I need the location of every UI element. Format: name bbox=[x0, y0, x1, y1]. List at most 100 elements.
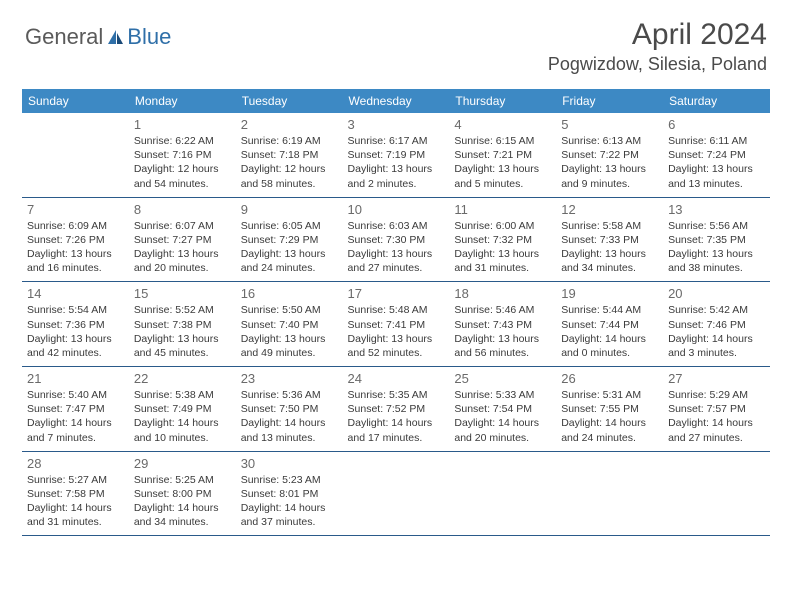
calendar-body: 1 Sunrise: 6:22 AMSunset: 7:16 PMDaylight… bbox=[22, 113, 770, 536]
calendar-cell: 4 Sunrise: 6:15 AMSunset: 7:21 PMDaylight… bbox=[449, 113, 556, 197]
calendar-row: 21 Sunrise: 5:40 AMSunset: 7:47 PMDayligh… bbox=[22, 367, 770, 452]
day-info: Sunrise: 6:11 AMSunset: 7:24 PMDaylight:… bbox=[668, 134, 765, 191]
day-info: Sunrise: 6:15 AMSunset: 7:21 PMDaylight:… bbox=[454, 134, 551, 191]
day-number: 22 bbox=[134, 371, 231, 386]
calendar-cell: 29 Sunrise: 5:25 AMSunset: 8:00 PMDayligh… bbox=[129, 451, 236, 536]
logo-sail-icon bbox=[107, 29, 125, 45]
calendar-cell: 19 Sunrise: 5:44 AMSunset: 7:44 PMDayligh… bbox=[556, 282, 663, 367]
weekday-header-row: Sunday Monday Tuesday Wednesday Thursday… bbox=[22, 89, 770, 113]
day-info: Sunrise: 5:54 AMSunset: 7:36 PMDaylight:… bbox=[27, 303, 124, 360]
day-number: 19 bbox=[561, 286, 658, 301]
day-info: Sunrise: 5:33 AMSunset: 7:54 PMDaylight:… bbox=[454, 388, 551, 445]
day-info: Sunrise: 5:48 AMSunset: 7:41 PMDaylight:… bbox=[348, 303, 445, 360]
day-number: 10 bbox=[348, 202, 445, 217]
calendar-row: 28 Sunrise: 5:27 AMSunset: 7:58 PMDayligh… bbox=[22, 451, 770, 536]
day-number: 16 bbox=[241, 286, 338, 301]
day-number: 20 bbox=[668, 286, 765, 301]
calendar: Sunday Monday Tuesday Wednesday Thursday… bbox=[22, 89, 770, 536]
day-number: 29 bbox=[134, 456, 231, 471]
day-info: Sunrise: 5:31 AMSunset: 7:55 PMDaylight:… bbox=[561, 388, 658, 445]
calendar-cell: 20 Sunrise: 5:42 AMSunset: 7:46 PMDayligh… bbox=[663, 282, 770, 367]
weekday-thu: Thursday bbox=[449, 89, 556, 113]
day-info: Sunrise: 5:27 AMSunset: 7:58 PMDaylight:… bbox=[27, 473, 124, 530]
day-number: 15 bbox=[134, 286, 231, 301]
weekday-sat: Saturday bbox=[663, 89, 770, 113]
day-info: Sunrise: 5:44 AMSunset: 7:44 PMDaylight:… bbox=[561, 303, 658, 360]
day-info: Sunrise: 6:00 AMSunset: 7:32 PMDaylight:… bbox=[454, 219, 551, 276]
day-number: 9 bbox=[241, 202, 338, 217]
logo-text-general: General bbox=[25, 24, 103, 50]
calendar-row: 14 Sunrise: 5:54 AMSunset: 7:36 PMDayligh… bbox=[22, 282, 770, 367]
calendar-row: 1 Sunrise: 6:22 AMSunset: 7:16 PMDaylight… bbox=[22, 113, 770, 197]
day-info: Sunrise: 5:29 AMSunset: 7:57 PMDaylight:… bbox=[668, 388, 765, 445]
day-number: 6 bbox=[668, 117, 765, 132]
calendar-cell: 14 Sunrise: 5:54 AMSunset: 7:36 PMDayligh… bbox=[22, 282, 129, 367]
day-number: 13 bbox=[668, 202, 765, 217]
day-info: Sunrise: 6:22 AMSunset: 7:16 PMDaylight:… bbox=[134, 134, 231, 191]
day-number: 3 bbox=[348, 117, 445, 132]
weekday-mon: Monday bbox=[129, 89, 236, 113]
day-info: Sunrise: 5:42 AMSunset: 7:46 PMDaylight:… bbox=[668, 303, 765, 360]
calendar-cell: 30Sunrise: 5:23 AMSunset: 8:01 PMDayligh… bbox=[236, 451, 343, 536]
day-number: 8 bbox=[134, 202, 231, 217]
calendar-cell: 15 Sunrise: 5:52 AMSunset: 7:38 PMDayligh… bbox=[129, 282, 236, 367]
day-number: 7 bbox=[27, 202, 124, 217]
calendar-cell: 17Sunrise: 5:48 AMSunset: 7:41 PMDayligh… bbox=[343, 282, 450, 367]
calendar-cell: 6 Sunrise: 6:11 AMSunset: 7:24 PMDaylight… bbox=[663, 113, 770, 197]
day-info: Sunrise: 6:07 AMSunset: 7:27 PMDaylight:… bbox=[134, 219, 231, 276]
calendar-cell bbox=[556, 451, 663, 536]
day-info: Sunrise: 5:40 AMSunset: 7:47 PMDaylight:… bbox=[27, 388, 124, 445]
calendar-cell: 9Sunrise: 6:05 AMSunset: 7:29 PMDaylight… bbox=[236, 197, 343, 282]
weekday-sun: Sunday bbox=[22, 89, 129, 113]
day-info: Sunrise: 6:03 AMSunset: 7:30 PMDaylight:… bbox=[348, 219, 445, 276]
day-info: Sunrise: 5:23 AMSunset: 8:01 PMDaylight:… bbox=[241, 473, 338, 530]
location: Pogwizdow, Silesia, Poland bbox=[548, 54, 767, 75]
day-number: 4 bbox=[454, 117, 551, 132]
calendar-cell: 23Sunrise: 5:36 AMSunset: 7:50 PMDayligh… bbox=[236, 367, 343, 452]
calendar-cell: 13 Sunrise: 5:56 AMSunset: 7:35 PMDayligh… bbox=[663, 197, 770, 282]
weekday-tue: Tuesday bbox=[236, 89, 343, 113]
calendar-cell bbox=[449, 451, 556, 536]
day-number: 14 bbox=[27, 286, 124, 301]
day-number: 1 bbox=[134, 117, 231, 132]
day-info: Sunrise: 5:25 AMSunset: 8:00 PMDaylight:… bbox=[134, 473, 231, 530]
title-block: April 2024 Pogwizdow, Silesia, Poland bbox=[548, 18, 767, 75]
day-number: 5 bbox=[561, 117, 658, 132]
day-info: Sunrise: 5:52 AMSunset: 7:38 PMDaylight:… bbox=[134, 303, 231, 360]
calendar-cell: 3 Sunrise: 6:17 AMSunset: 7:19 PMDaylight… bbox=[343, 113, 450, 197]
calendar-cell: 7 Sunrise: 6:09 AMSunset: 7:26 PMDaylight… bbox=[22, 197, 129, 282]
weekday-wed: Wednesday bbox=[343, 89, 450, 113]
day-number: 28 bbox=[27, 456, 124, 471]
calendar-cell: 26Sunrise: 5:31 AMSunset: 7:55 PMDayligh… bbox=[556, 367, 663, 452]
calendar-cell: 2 Sunrise: 6:19 AMSunset: 7:18 PMDaylight… bbox=[236, 113, 343, 197]
day-number: 24 bbox=[348, 371, 445, 386]
day-info: Sunrise: 5:56 AMSunset: 7:35 PMDaylight:… bbox=[668, 219, 765, 276]
calendar-cell: 27 Sunrise: 5:29 AMSunset: 7:57 PMDayligh… bbox=[663, 367, 770, 452]
day-info: Sunrise: 5:36 AMSunset: 7:50 PMDaylight:… bbox=[241, 388, 338, 445]
day-info: Sunrise: 5:38 AMSunset: 7:49 PMDaylight:… bbox=[134, 388, 231, 445]
day-info: Sunrise: 5:35 AMSunset: 7:52 PMDaylight:… bbox=[348, 388, 445, 445]
calendar-cell: 18 Sunrise: 5:46 AMSunset: 7:43 PMDayligh… bbox=[449, 282, 556, 367]
calendar-cell: 5 Sunrise: 6:13 AMSunset: 7:22 PMDaylight… bbox=[556, 113, 663, 197]
calendar-cell: 22 Sunrise: 5:38 AMSunset: 7:49 PMDayligh… bbox=[129, 367, 236, 452]
day-info: Sunrise: 5:58 AMSunset: 7:33 PMDaylight:… bbox=[561, 219, 658, 276]
day-number: 2 bbox=[241, 117, 338, 132]
day-number: 12 bbox=[561, 202, 658, 217]
day-number: 27 bbox=[668, 371, 765, 386]
day-number: 21 bbox=[27, 371, 124, 386]
day-info: Sunrise: 5:46 AMSunset: 7:43 PMDaylight:… bbox=[454, 303, 551, 360]
calendar-cell bbox=[663, 451, 770, 536]
day-info: Sunrise: 6:17 AMSunset: 7:19 PMDaylight:… bbox=[348, 134, 445, 191]
calendar-cell: 25 Sunrise: 5:33 AMSunset: 7:54 PMDayligh… bbox=[449, 367, 556, 452]
calendar-cell: 1 Sunrise: 6:22 AMSunset: 7:16 PMDaylight… bbox=[129, 113, 236, 197]
day-info: Sunrise: 6:13 AMSunset: 7:22 PMDaylight:… bbox=[561, 134, 658, 191]
day-info: Sunrise: 5:50 AMSunset: 7:40 PMDaylight:… bbox=[241, 303, 338, 360]
day-number: 18 bbox=[454, 286, 551, 301]
day-info: Sunrise: 6:09 AMSunset: 7:26 PMDaylight:… bbox=[27, 219, 124, 276]
calendar-cell bbox=[22, 113, 129, 197]
day-info: Sunrise: 6:19 AMSunset: 7:18 PMDaylight:… bbox=[241, 134, 338, 191]
calendar-cell bbox=[343, 451, 450, 536]
calendar-cell: 11Sunrise: 6:00 AMSunset: 7:32 PMDayligh… bbox=[449, 197, 556, 282]
calendar-cell: 16 Sunrise: 5:50 AMSunset: 7:40 PMDayligh… bbox=[236, 282, 343, 367]
day-number: 25 bbox=[454, 371, 551, 386]
